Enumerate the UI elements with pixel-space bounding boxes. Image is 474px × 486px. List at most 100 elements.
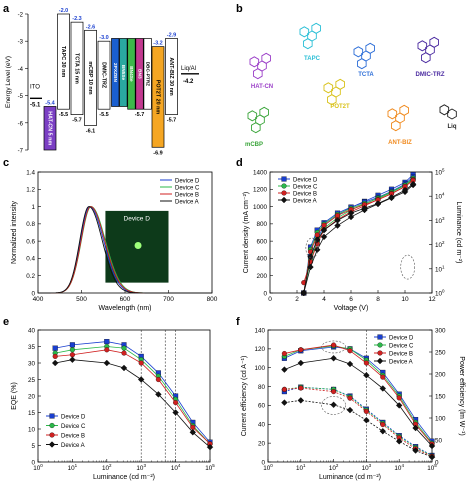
eqe-point (138, 360, 144, 366)
current-efficiency-point (331, 342, 337, 348)
power-efficiency-line (284, 386, 433, 457)
power-efficiency-point (412, 447, 419, 454)
legend-entry: Device B (61, 433, 85, 439)
legend-entry: Device C (61, 424, 86, 430)
lumo-value: -2.3 (72, 16, 81, 22)
legend-entry: Device D (61, 414, 86, 420)
lumo-value: -2.6 (86, 24, 95, 30)
y-tick-label: 200 (256, 273, 267, 280)
layer-name: POT2T 20 nm (155, 80, 161, 115)
panel-a-energy-diagram: -7 -6 -5 -4 -3 -2 Energy Level (eV) ITO -5.1 HAT-… (5, 8, 199, 156)
legend-marker (281, 190, 287, 196)
y-right-tick-label: 103 (435, 216, 445, 225)
y-axis-label: Normalized intensity (11, 200, 18, 264)
y-right-tick-label: 250 (435, 349, 446, 356)
current-efficiency-point (379, 385, 387, 392)
current-efficiency-point (412, 424, 419, 432)
y-right-axis-label: Power efficiency (lm W⁻¹) (458, 356, 465, 435)
panel-letter-e: e (3, 316, 9, 328)
current-efficiency-point (297, 359, 305, 367)
x-tick-label: 2 (295, 296, 299, 303)
luminance-point (409, 180, 417, 188)
molecule-name: TCTA (358, 72, 374, 78)
molecule-name: POT2T (330, 104, 350, 110)
anode-label: ITO (30, 84, 40, 90)
panel-letter-b: b (236, 3, 243, 15)
layer-bar (111, 38, 120, 107)
y-tick-label: 0 (263, 290, 267, 297)
power-efficiency-point (298, 385, 304, 391)
luminance-point (320, 226, 328, 234)
x-tick-label: 8 (376, 296, 380, 303)
layer-name: BN4Se (128, 66, 134, 82)
y-tick-label: 0.2 (26, 273, 35, 280)
legend-entry: Device C (293, 184, 318, 190)
legend-marker (377, 342, 383, 348)
y-axis-label: Current efficiency (cd A⁻¹) (241, 356, 248, 437)
eqe-point (51, 359, 59, 367)
legend-entry: Device A (175, 199, 199, 205)
y-tick-label: 0.6 (26, 238, 35, 245)
y-tick-label: 100 (254, 365, 265, 372)
y-tick-label: 1.4 (26, 169, 35, 176)
panel-letter-c: c (3, 157, 9, 169)
x-tick-label: 12 (428, 296, 436, 303)
eqe-point (69, 352, 75, 358)
y-right-tick-label: 50 (435, 437, 443, 444)
y-axis-label: Energy Level (eV) (5, 56, 12, 108)
molecule-ring (335, 78, 345, 90)
x-tick-label: 600 (120, 296, 131, 303)
legend-entry: Device A (389, 359, 413, 365)
y-tick-label: 1.2 (26, 187, 35, 194)
x-tick-label: 103 (136, 463, 146, 472)
molecule-ring (249, 56, 260, 68)
layer-bar (43, 106, 57, 151)
lumo-value: -5.4 (45, 100, 55, 106)
layer-name: TCTA 15 nm (74, 53, 80, 84)
panel-letter-f: f (236, 316, 240, 328)
homo-value: -5.5 (99, 112, 108, 118)
x-tick-label: 800 (207, 296, 218, 303)
current-efficiency-point (363, 360, 369, 366)
current-efficiency-point (298, 347, 304, 353)
power-efficiency-point (331, 389, 337, 395)
y-right-tick-label: 101 (435, 264, 445, 273)
annotation-ellipse (305, 237, 319, 259)
current-efficiency-point (330, 355, 337, 362)
panel-letter-d: d (236, 157, 243, 169)
layer-name: ANT-BIZ 30 nm (168, 57, 174, 96)
current-efficiency-point (281, 351, 287, 357)
x-tick-label: 700 (163, 296, 174, 303)
y-right-tick-label: 0 (435, 459, 439, 466)
anode-value: -5.1 (30, 102, 41, 108)
molecule-ring (357, 58, 367, 70)
y-tick-label: 20 (258, 440, 266, 447)
y-right-tick-label: 100 (435, 415, 446, 422)
power-efficiency-point (297, 397, 305, 404)
current-efficiency-point (395, 402, 403, 409)
y-tick-label: 0 (31, 290, 35, 297)
luminance-point (300, 289, 307, 297)
lumo-value: -3.0 (99, 35, 108, 41)
y-tick-label: 60 (258, 403, 266, 410)
layer-bar (57, 13, 70, 110)
power-efficiency-point (363, 416, 370, 424)
x-tick-label: 105 (205, 463, 215, 472)
x-tick-label: 101 (296, 463, 306, 472)
current-efficiency-point (281, 366, 288, 373)
luminance-point (361, 205, 368, 212)
molecule-ring (365, 42, 375, 54)
molecule-name: mCBP (245, 142, 263, 148)
layer-bar (97, 40, 111, 110)
molecule-ring (247, 110, 258, 122)
current-density-point (347, 213, 355, 221)
layer-name: BN5Se (120, 65, 126, 81)
eqe-point (69, 342, 75, 348)
power-efficiency-line (284, 386, 433, 456)
eqe-point (52, 353, 58, 359)
lumo-value: -2.9 (167, 32, 176, 38)
layer-bar (84, 29, 97, 126)
x-axis-label: Luminance (cd m⁻²) (319, 474, 381, 481)
y-tick-label: 1000 (253, 204, 268, 211)
legend-entry: Device A (293, 198, 317, 204)
